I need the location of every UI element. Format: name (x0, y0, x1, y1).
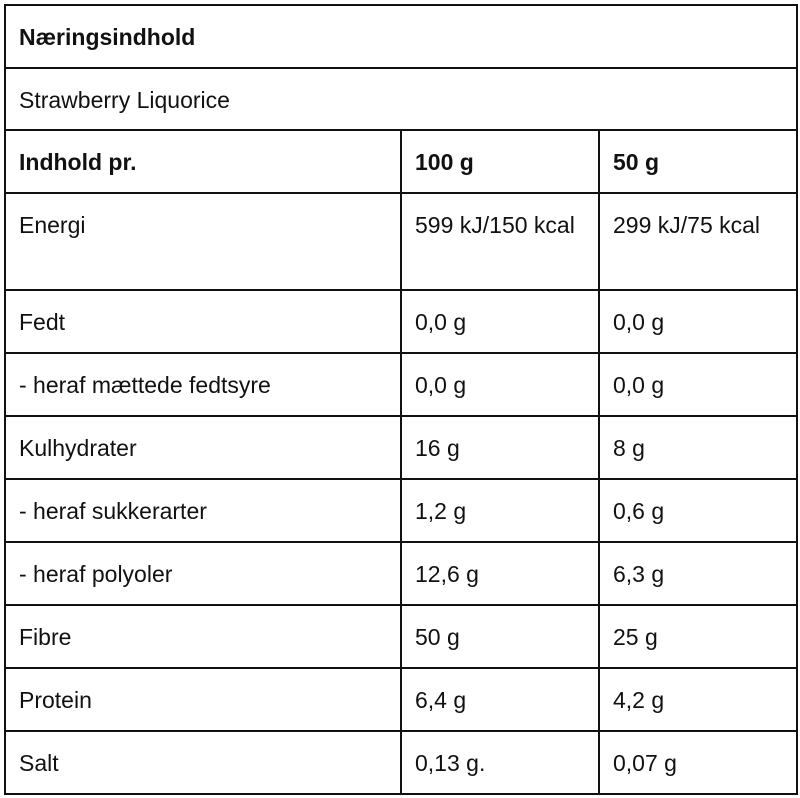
product-row: Strawberry Liquorice (3, 67, 799, 131)
table-row: Salt 0,13 g. 0,07 g (4, 730, 799, 795)
nutrient-value: 25 g (597, 604, 799, 669)
header-row: Indhold pr. 100 g 50 g (4, 129, 799, 194)
header-cell: 100 g (400, 129, 600, 194)
nutrient-label: - heraf sukkerarter (4, 478, 402, 543)
nutrient-value: 0,0 g (400, 289, 600, 354)
nutrient-label: Fibre (4, 604, 402, 669)
nutrient-value: 16 g (400, 415, 600, 480)
header-cell: 50 g (597, 129, 799, 194)
nutrient-value: 0,0 g (400, 352, 600, 417)
nutrient-value: 8 g (597, 415, 799, 480)
nutrient-value: 12,6 g (400, 541, 600, 606)
nutrient-label: Salt (4, 730, 402, 795)
table-row: Energi 599 kJ/150 kcal 299 kJ/75 kcal (4, 192, 799, 291)
nutrient-value: 0,0 g (597, 352, 799, 417)
nutrient-label: Energi (4, 192, 402, 291)
nutrient-value: 599 kJ/150 kcal (400, 192, 600, 291)
nutrient-label: Kulhydrater (4, 415, 402, 480)
table-row: - heraf polyoler 12,6 g 6,3 g (4, 541, 799, 606)
nutrient-value: 0,07 g (597, 730, 799, 795)
nutrient-value: 6,4 g (400, 667, 600, 732)
nutrient-label: Fedt (4, 289, 402, 354)
nutrition-table: Næringsindhold Strawberry Liquorice Indh… (3, 4, 799, 795)
nutrient-label: - heraf polyoler (4, 541, 402, 606)
nutrient-value: 0,13 g. (400, 730, 600, 795)
table-row: Fibre 50 g 25 g (4, 604, 799, 669)
table-row: - heraf mættede fedtsyre 0,0 g 0,0 g (4, 352, 799, 417)
nutrient-value: 1,2 g (400, 478, 600, 543)
product-name: Strawberry Liquorice (3, 67, 799, 131)
table-title: Næringsindhold (3, 4, 799, 69)
table-row: Fedt 0,0 g 0,0 g (4, 289, 799, 354)
nutrient-value: 50 g (400, 604, 600, 669)
title-row: Næringsindhold (3, 4, 799, 69)
nutrient-value: 0,0 g (597, 289, 799, 354)
table-row: Protein 6,4 g 4,2 g (4, 667, 799, 732)
table-row: - heraf sukkerarter 1,2 g 0,6 g (4, 478, 799, 543)
nutrient-value: 0,6 g (597, 478, 799, 543)
nutrient-label: Protein (4, 667, 402, 732)
nutrient-label: - heraf mættede fedtsyre (4, 352, 402, 417)
header-cell: Indhold pr. (4, 129, 402, 194)
nutrient-value: 4,2 g (597, 667, 799, 732)
nutrient-value: 6,3 g (597, 541, 799, 606)
nutrient-value: 299 kJ/75 kcal (597, 192, 799, 291)
